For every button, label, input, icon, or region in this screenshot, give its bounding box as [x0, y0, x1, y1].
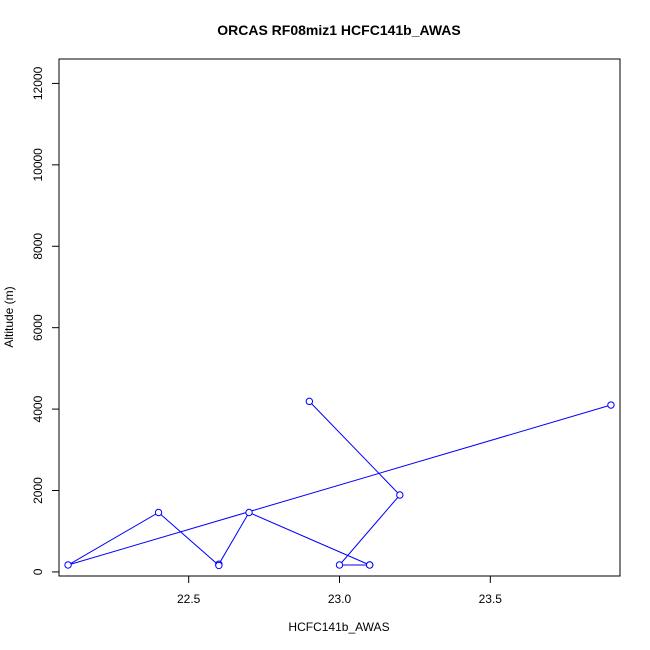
y-tick-label: 8000	[31, 233, 45, 260]
x-tick-label: 23.5	[479, 592, 503, 606]
y-tick-label: 0	[31, 568, 45, 575]
series-line-1	[308, 401, 401, 566]
y-tick-label: 6000	[31, 314, 45, 341]
x-tick-label: 22.5	[177, 592, 201, 606]
y-tick-label: 12000	[31, 66, 45, 100]
chart-title: ORCAS RF08miz1 HCFC141b_AWAS	[217, 22, 461, 38]
data-point	[245, 508, 253, 517]
x-tick-label: 23.0	[328, 592, 352, 606]
y-axis-label: Altitude (m)	[2, 286, 16, 347]
y-tick-label: 4000	[31, 395, 45, 422]
y-axis: 0 2000 4000 6000 8000 10000 12000	[31, 66, 60, 575]
data-point	[154, 508, 163, 517]
plot-frame	[58, 58, 621, 577]
data-point	[365, 561, 374, 569]
data-point	[305, 397, 314, 406]
data-point	[335, 561, 344, 569]
x-axis-label: HCFC141b_AWAS	[288, 620, 389, 634]
data-point	[396, 491, 404, 499]
y-tick-label: 2000	[31, 477, 45, 504]
data-point	[215, 561, 223, 570]
data-point	[607, 401, 615, 409]
data-point	[64, 561, 72, 569]
series-layer	[64, 397, 615, 570]
y-tick-label: 10000	[31, 148, 45, 182]
x-axis: 22.5 23.0 23.5	[177, 575, 503, 606]
series-line-2	[67, 404, 612, 567]
